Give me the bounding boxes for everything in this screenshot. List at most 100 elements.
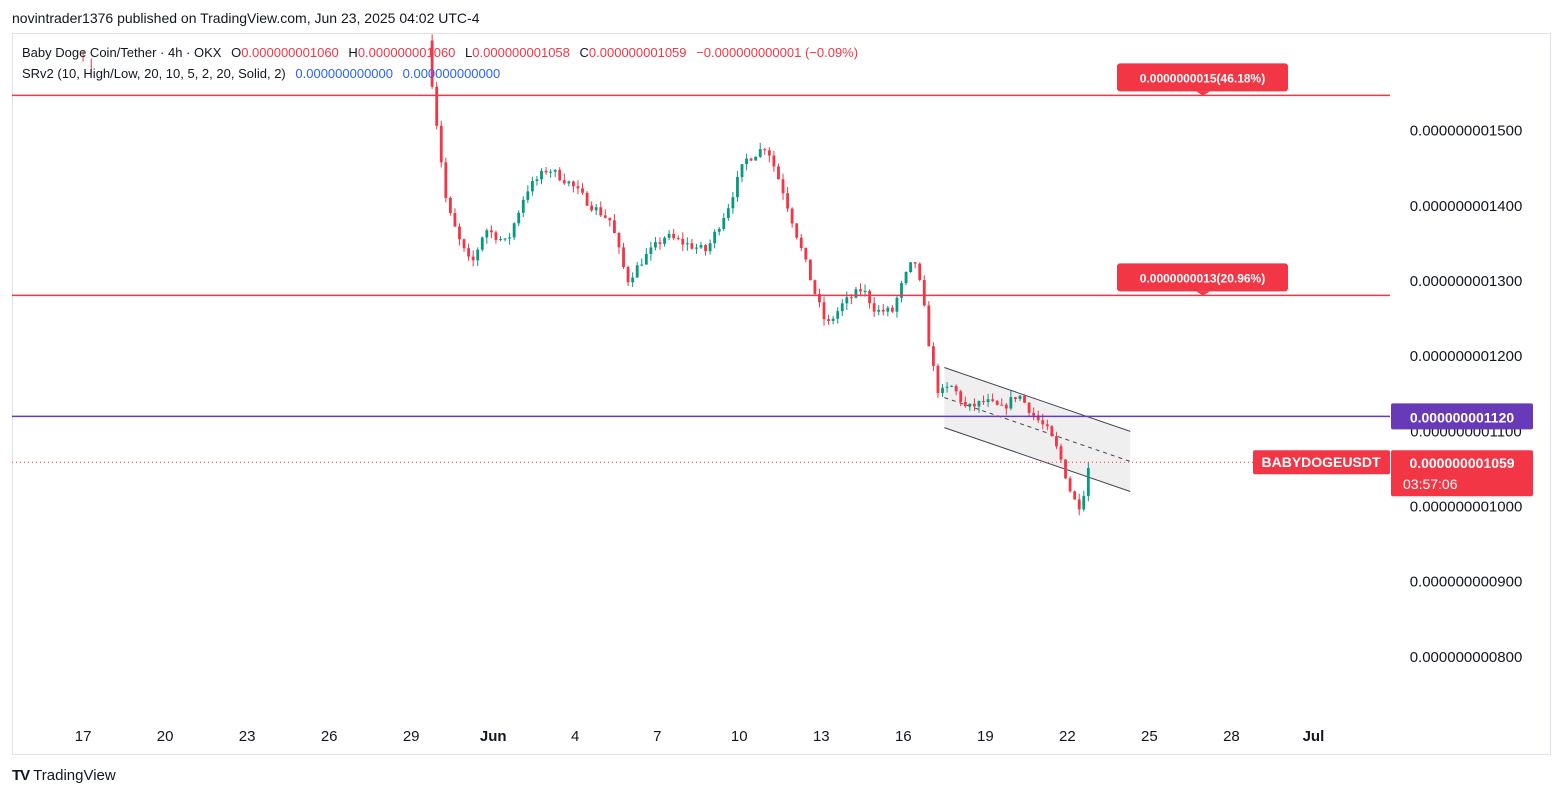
candle-body bbox=[786, 193, 789, 209]
candle-body bbox=[430, 40, 434, 87]
x-tick-label: 19 bbox=[977, 728, 994, 745]
candle-body bbox=[731, 197, 735, 209]
low-label: L bbox=[465, 45, 473, 60]
candle-body bbox=[1073, 491, 1077, 500]
candle-body bbox=[503, 238, 507, 240]
candle-body bbox=[521, 199, 525, 213]
countdown-timer: 03:57:06 bbox=[1403, 476, 1458, 492]
target-badge bbox=[1117, 63, 1288, 92]
candle-body bbox=[795, 223, 799, 238]
candle-body bbox=[918, 263, 922, 280]
candle-body bbox=[471, 256, 475, 261]
indicator-title[interactable]: SRv2 (10, High/Low, 20, 10, 5, 2, 20, So… bbox=[22, 66, 286, 81]
candle-body bbox=[480, 237, 484, 250]
x-tick-label: 13 bbox=[813, 728, 830, 745]
candle-body bbox=[909, 262, 913, 273]
candle-body bbox=[667, 233, 671, 238]
candle-body bbox=[982, 401, 985, 403]
candle-body bbox=[854, 289, 858, 298]
candle-body bbox=[763, 149, 767, 151]
candle-body bbox=[613, 220, 616, 234]
candle-body bbox=[708, 243, 712, 252]
candle-body bbox=[553, 169, 557, 172]
candle-body bbox=[567, 181, 571, 184]
x-tick-label: 29 bbox=[403, 728, 420, 745]
indicator-value-2: 0.000000000000 bbox=[402, 66, 501, 81]
candle-body bbox=[845, 297, 849, 304]
candle-body bbox=[439, 125, 443, 163]
candle-body bbox=[1004, 404, 1008, 409]
candle-body bbox=[644, 253, 648, 265]
indicator-legend: SRv2 (10, High/Low, 20, 10, 5, 2, 20, So… bbox=[22, 66, 500, 81]
candle-body bbox=[1018, 395, 1022, 400]
price-labels-layer: 0.0000000015(46.18%) 0.0000000013(20.96%)… bbox=[1117, 63, 1533, 497]
indicator-value-1: 0.000000000000 bbox=[295, 66, 393, 81]
candle-body bbox=[617, 233, 621, 248]
low-value: 0.000000001058 bbox=[472, 45, 570, 60]
candle-body bbox=[1009, 397, 1013, 409]
x-tick-label: 22 bbox=[1059, 728, 1076, 745]
line-price-label bbox=[1391, 403, 1533, 430]
target-badge bbox=[1117, 263, 1288, 292]
candle-body bbox=[1032, 412, 1036, 416]
x-tick-label: 10 bbox=[731, 728, 748, 745]
candle-body bbox=[581, 188, 584, 193]
candle-body bbox=[959, 391, 963, 403]
candle-body bbox=[950, 385, 954, 387]
candle-body bbox=[722, 217, 726, 229]
candle-body bbox=[494, 232, 498, 240]
candle-body bbox=[758, 149, 762, 157]
candle-body bbox=[517, 212, 521, 224]
candle-body bbox=[777, 166, 780, 180]
candle-body bbox=[435, 86, 439, 126]
candle-body bbox=[941, 387, 944, 393]
published-by-line: novintrader1376 published on TradingView… bbox=[12, 10, 480, 26]
candle-body bbox=[968, 403, 972, 407]
candle-body bbox=[672, 233, 676, 239]
candle-body bbox=[1045, 424, 1049, 427]
candle-body bbox=[991, 399, 995, 401]
candle-body bbox=[740, 164, 744, 178]
symbol-price-tag bbox=[1253, 450, 1390, 475]
tradingview-logo-icon: TV bbox=[12, 767, 30, 784]
candle-body bbox=[1068, 478, 1072, 492]
candle-body bbox=[535, 179, 539, 181]
candle-body bbox=[945, 386, 949, 388]
last-price-value: 0.000000001059 bbox=[1409, 455, 1514, 471]
candle-body bbox=[922, 279, 926, 306]
line-price-label-text: 0.000000001120 bbox=[1410, 409, 1515, 425]
y-tick-label: 0.000000001400 bbox=[1410, 198, 1523, 215]
target-badge-pointer bbox=[1196, 91, 1210, 96]
candle-body bbox=[467, 248, 471, 257]
candle-body bbox=[458, 226, 461, 240]
candle-body bbox=[749, 158, 753, 161]
x-tick-label: 23 bbox=[239, 728, 256, 745]
x-tick-label: 20 bbox=[157, 728, 174, 745]
candle-body bbox=[530, 180, 534, 192]
candle-body bbox=[571, 181, 575, 187]
candle-body bbox=[704, 245, 707, 252]
candle-body bbox=[1036, 415, 1040, 421]
candle-body bbox=[900, 283, 903, 298]
candle-body bbox=[699, 245, 703, 248]
candle-body bbox=[804, 247, 808, 260]
symbol-price-tag-text: BABYDOGEUSDT bbox=[1261, 454, 1380, 470]
candle-body bbox=[790, 208, 794, 224]
candle-body bbox=[881, 309, 885, 312]
candle-body bbox=[1000, 404, 1004, 406]
open-label: O bbox=[231, 45, 242, 60]
candle-body bbox=[726, 208, 730, 218]
horizontal-lines-layer bbox=[12, 94, 1390, 463]
x-tick-label: 4 bbox=[571, 728, 579, 745]
candle-body bbox=[594, 207, 598, 211]
x-tick-label: 26 bbox=[321, 728, 338, 745]
candle-body bbox=[840, 303, 844, 312]
candle-body bbox=[1023, 395, 1026, 403]
tradingview-footer[interactable]: TV TradingView bbox=[12, 767, 116, 784]
candle-body bbox=[631, 277, 635, 283]
channel-upper-line bbox=[944, 367, 1131, 432]
candle-body bbox=[549, 171, 553, 173]
symbol-line[interactable]: Baby Doge Coin/Tether · 4h · OKX bbox=[22, 45, 222, 60]
candle-body bbox=[576, 186, 580, 189]
